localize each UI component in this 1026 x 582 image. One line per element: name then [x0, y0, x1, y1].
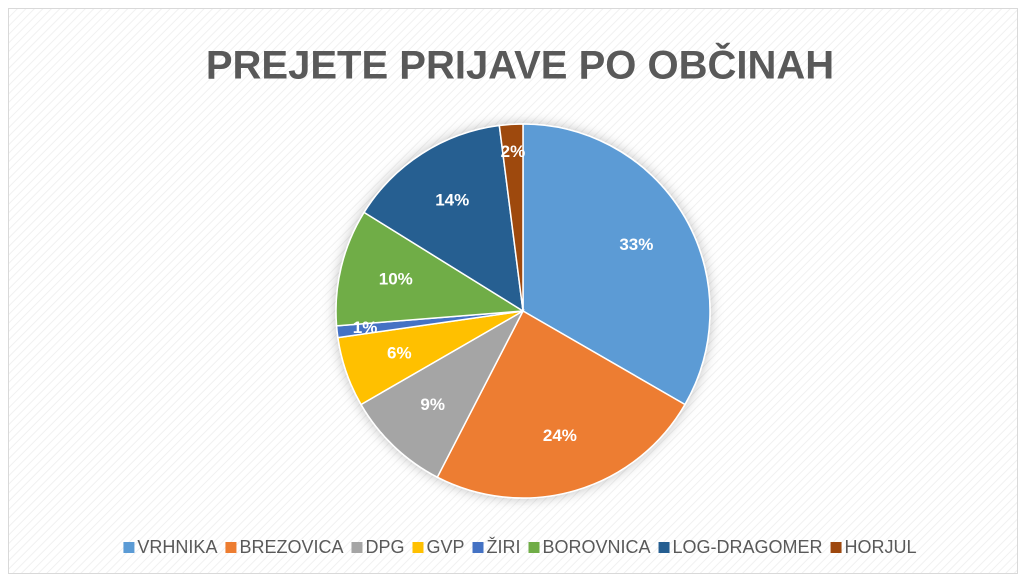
pie-slice: [335, 211, 526, 327]
data-label: 2%: [501, 142, 526, 161]
pie-slice: [498, 123, 524, 312]
pie-slice: [522, 123, 711, 406]
legend-label: BREZOVICA: [239, 537, 343, 557]
pie-slice: [360, 309, 525, 479]
legend-label: HORJUL: [845, 537, 917, 557]
legend-label: GVP: [426, 537, 464, 557]
data-label: 1%: [353, 318, 378, 337]
legend-swatch: [123, 542, 135, 553]
legend-swatch: [225, 542, 237, 553]
legend-label: BOROVNICA: [543, 537, 651, 557]
legend-swatch: [528, 542, 540, 553]
legend-label: VRHNIKA: [137, 537, 217, 557]
pie-slice: [363, 124, 524, 313]
legend-swatch: [412, 542, 424, 553]
data-label: 9%: [420, 395, 445, 414]
data-labels: 33% 24% 9% 6% 1% 10% 14% 2%: [353, 142, 654, 445]
legend: VRHNIKA BREZOVICA DPG GVP ŽIRI BOROVNICA LOG-D…: [123, 537, 917, 557]
legend-swatch: [830, 542, 842, 553]
data-label: 33%: [619, 235, 653, 254]
legend-label: LOG-DRAGOMER: [673, 537, 823, 557]
legend-label: DPG: [365, 537, 404, 557]
data-label: 24%: [543, 426, 577, 445]
legend-swatch: [351, 542, 363, 553]
data-label: 14%: [435, 190, 469, 209]
pie: [335, 123, 711, 499]
chart-title: PREJETE PRIJAVE PO OBČINAH: [206, 42, 834, 88]
legend-label: ŽIRI: [487, 537, 521, 557]
legend-swatch: [472, 542, 484, 553]
legend-swatch: [658, 542, 670, 553]
data-label: 10%: [379, 270, 413, 289]
data-label: 6%: [387, 343, 412, 362]
